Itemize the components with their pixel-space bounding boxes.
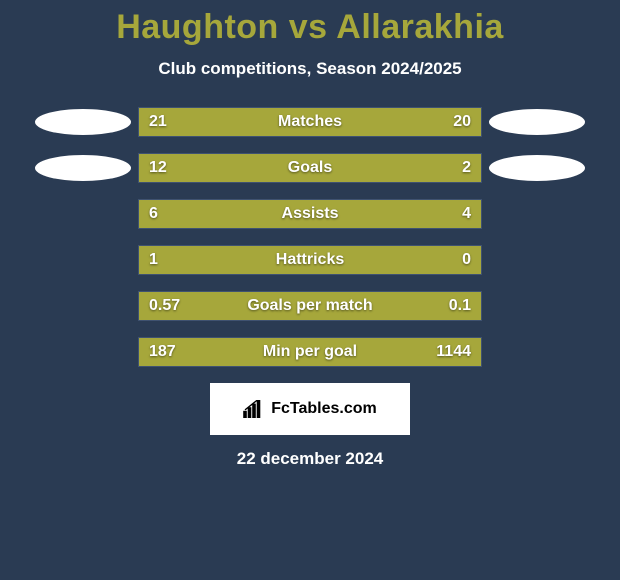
stat-value-right: 1144 (436, 343, 471, 361)
stat-bar: 187 1144 Min per goal (138, 337, 482, 367)
source-badge: FcTables.com (210, 383, 410, 435)
stat-value-left: 0.57 (149, 297, 180, 315)
stat-value-right: 0 (462, 251, 471, 269)
subtitle: Club competitions, Season 2024/2025 (0, 59, 620, 79)
left-player-icon (28, 109, 138, 135)
stat-row: 0.57 0.1 Goals per match (0, 291, 620, 321)
stat-label: Hattricks (276, 251, 344, 269)
bar-right-fill (344, 200, 481, 228)
stat-bar: 1 0 Hattricks (138, 245, 482, 275)
stat-bar: 12 2 Goals (138, 153, 482, 183)
date-label: 22 december 2024 (0, 449, 620, 469)
stat-row: 6 4 Assists (0, 199, 620, 229)
stat-row: 1 0 Hattricks (0, 245, 620, 275)
player-ellipse-icon (489, 155, 585, 181)
stat-bar: 0.57 0.1 Goals per match (138, 291, 482, 321)
chart-icon (243, 400, 265, 418)
stat-row: 187 1144 Min per goal (0, 337, 620, 367)
right-player-icon (482, 109, 592, 135)
stat-value-left: 1 (149, 251, 158, 269)
right-player-icon (482, 155, 592, 181)
stat-row: 21 20 Matches (0, 107, 620, 137)
stat-value-right: 0.1 (449, 297, 471, 315)
stat-value-right: 20 (453, 113, 471, 131)
stat-value-right: 4 (462, 205, 471, 223)
stat-label: Goals per match (247, 297, 372, 315)
player-ellipse-icon (489, 109, 585, 135)
player-ellipse-icon (35, 109, 131, 135)
stat-label: Min per goal (263, 343, 357, 361)
left-player-icon (28, 155, 138, 181)
stat-value-left: 12 (149, 159, 167, 177)
stat-value-left: 21 (149, 113, 167, 131)
bar-left-fill (139, 154, 399, 182)
player-ellipse-icon (35, 155, 131, 181)
stat-label: Assists (282, 205, 339, 223)
stats-list: 21 20 Matches 12 2 Goals 6 4 Assists 1 0 Hattricks 0… (0, 107, 620, 367)
stat-value-right: 2 (462, 159, 471, 177)
page-title: Haughton vs Allarakhia (0, 8, 620, 47)
stat-bar: 21 20 Matches (138, 107, 482, 137)
stat-bar: 6 4 Assists (138, 199, 482, 229)
stat-value-left: 6 (149, 205, 158, 223)
bar-left-fill (139, 246, 406, 274)
stat-label: Matches (278, 113, 342, 131)
stat-value-left: 187 (149, 343, 176, 361)
source-text: FcTables.com (271, 400, 377, 418)
stat-row: 12 2 Goals (0, 153, 620, 183)
stat-label: Goals (288, 159, 332, 177)
